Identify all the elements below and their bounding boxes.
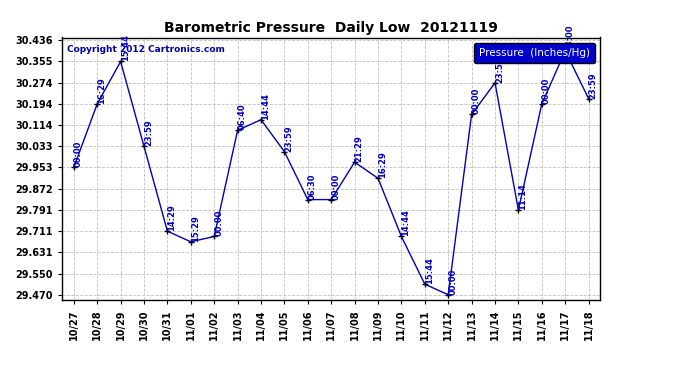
Text: Copyright 2012 Cartronics.com: Copyright 2012 Cartronics.com (68, 45, 226, 54)
Text: 11:14: 11:14 (518, 183, 527, 210)
Text: 23:59: 23:59 (589, 72, 598, 99)
Text: 00:00: 00:00 (74, 141, 83, 167)
Text: 15:44: 15:44 (121, 34, 130, 62)
Text: 06:40: 06:40 (237, 104, 246, 130)
Text: 00:00: 00:00 (331, 173, 340, 200)
Text: 00:00: 00:00 (448, 268, 457, 295)
Text: 14:44: 14:44 (261, 93, 270, 120)
Text: 16:29: 16:29 (97, 77, 106, 104)
Text: 23:00: 23:00 (565, 24, 574, 51)
Text: 23:59: 23:59 (495, 56, 504, 83)
Text: 16:29: 16:29 (378, 152, 387, 178)
Text: 00:00: 00:00 (542, 78, 551, 104)
Text: 00:00: 00:00 (214, 210, 223, 237)
Text: 15:29: 15:29 (191, 215, 200, 242)
Text: 23:59: 23:59 (284, 125, 293, 152)
Text: 14:44: 14:44 (402, 210, 411, 237)
Text: 21:29: 21:29 (355, 135, 364, 162)
Text: 06:30: 06:30 (308, 173, 317, 200)
Text: 23:59: 23:59 (144, 120, 153, 146)
Text: 00:00: 00:00 (471, 88, 481, 114)
Text: 15:44: 15:44 (425, 257, 434, 284)
Text: 14:29: 14:29 (168, 204, 177, 231)
Title: Barometric Pressure  Daily Low  20121119: Barometric Pressure Daily Low 20121119 (164, 21, 498, 35)
Legend: Pressure  (Inches/Hg): Pressure (Inches/Hg) (473, 43, 595, 63)
